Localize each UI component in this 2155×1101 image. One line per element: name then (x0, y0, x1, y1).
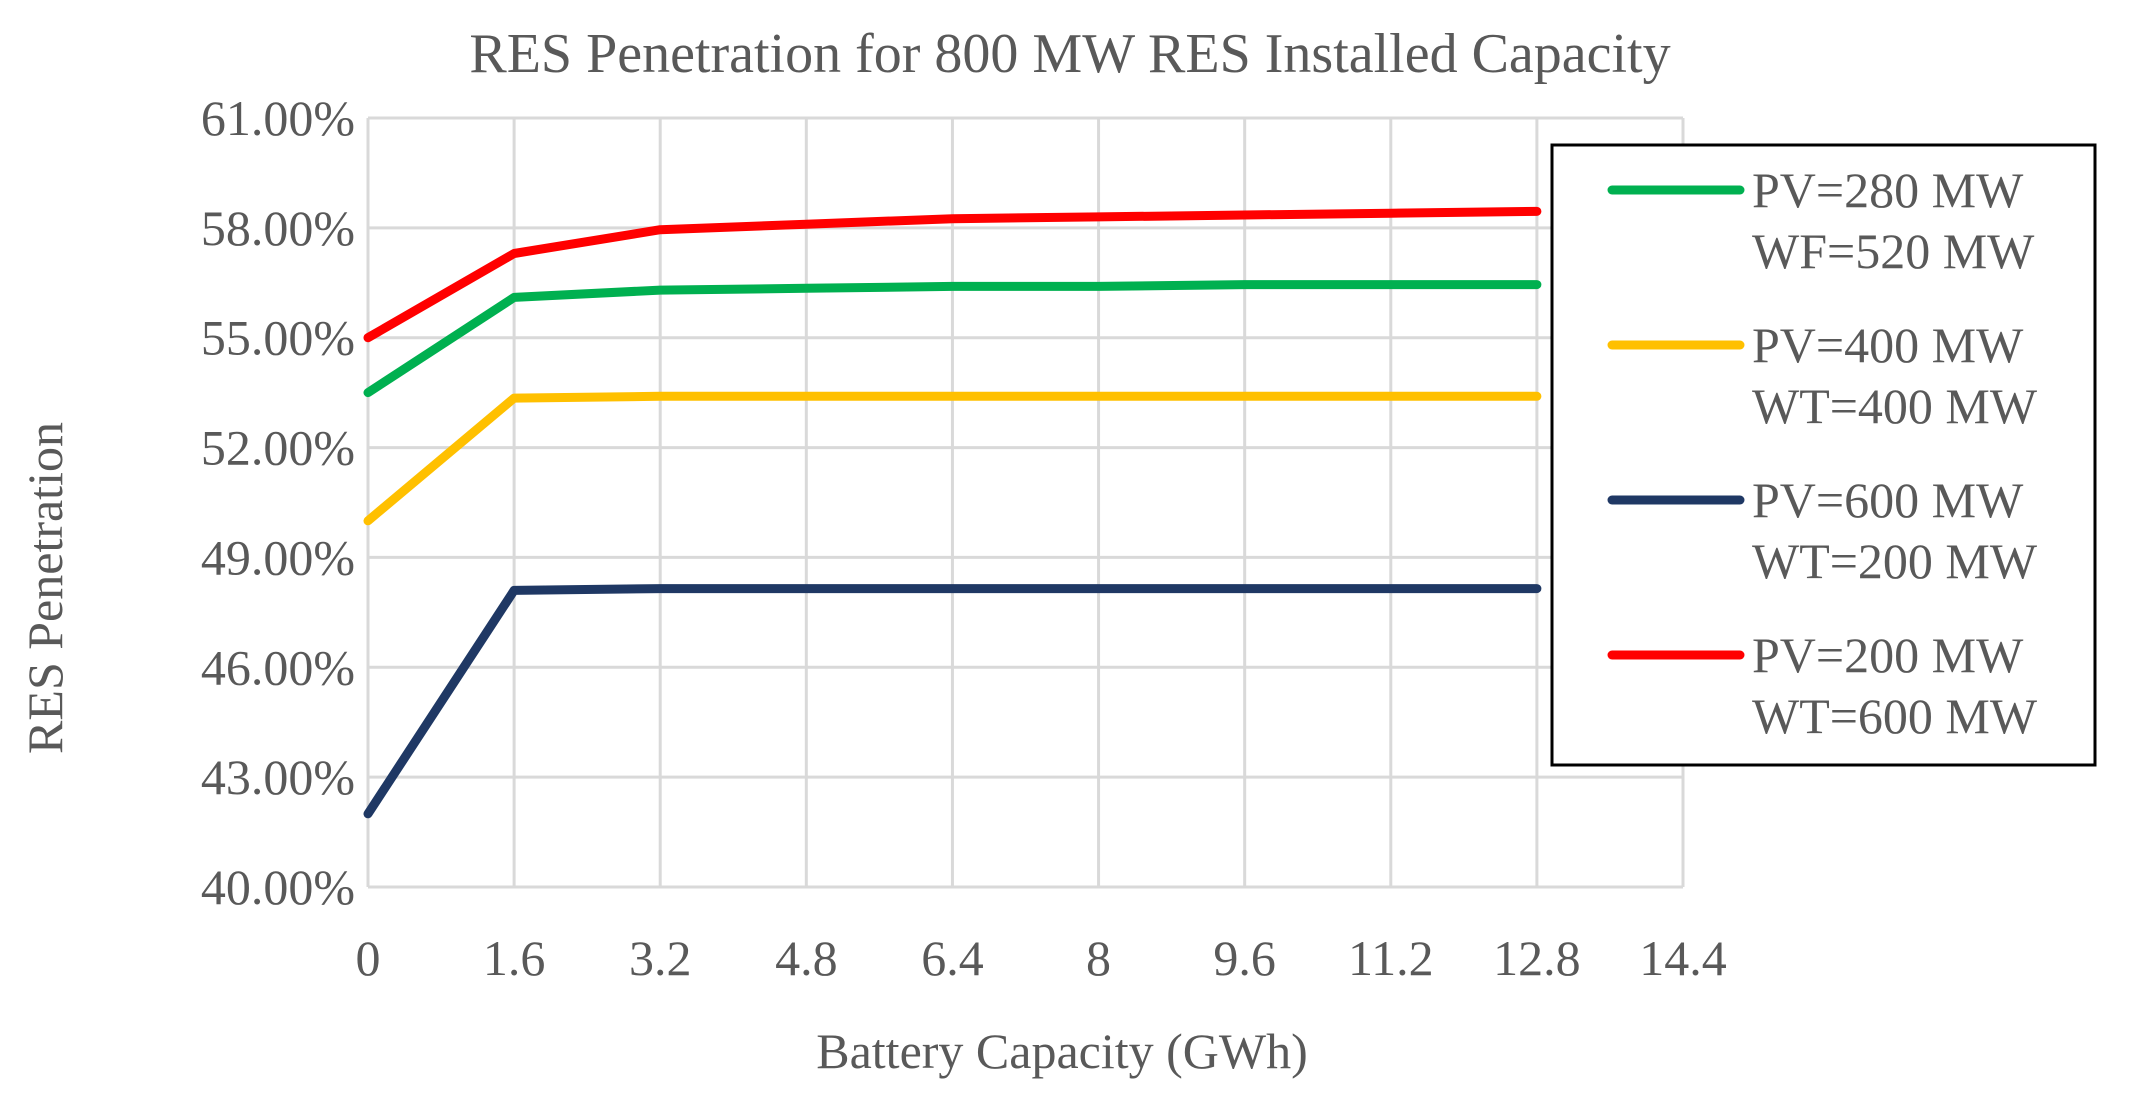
x-tick-label: 6.4 (921, 930, 984, 986)
y-tick-label: 61.00% (201, 90, 355, 146)
legend-label-4-line-1: PV=200 MW (1752, 627, 2024, 683)
grid-vertical-lines (366, 118, 1685, 887)
legend-label-1-line-2: WF=520 MW (1752, 223, 2035, 279)
y-tick-label: 52.00% (201, 420, 355, 476)
legend-label-4-line-2: WT=600 MW (1752, 688, 2038, 744)
series-layer (363, 206, 1542, 819)
x-tick-label: 4.8 (775, 930, 838, 986)
x-tick-label: 0 (356, 930, 381, 986)
x-tick-label: 3.2 (629, 930, 692, 986)
x-axis-label: Battery Capacity (GWh) (816, 1023, 1307, 1079)
y-tick-label: 49.00% (201, 529, 355, 585)
series-line-2 (363, 391, 1542, 526)
grid-horizontal-lines (368, 116, 1683, 889)
y-tick-labels: 40.00% 43.00% 46.00% 49.00% 52.00% 55.00% 58.0… (201, 90, 355, 915)
x-tick-label: 9.6 (1213, 930, 1276, 986)
x-tick-label: 12.8 (1493, 930, 1581, 986)
legend-label-3-line-2: WT=200 MW (1752, 533, 2038, 589)
x-tick-label: 11.2 (1348, 930, 1434, 986)
series-line-3 (363, 584, 1542, 819)
y-tick-label: 58.00% (201, 200, 355, 256)
series-line-4 (363, 206, 1542, 343)
x-tick-label: 14.4 (1639, 930, 1727, 986)
legend-label-1-line-1: PV=280 MW (1752, 162, 2024, 218)
legend-label-2-line-2: WT=400 MW (1752, 378, 2038, 434)
y-tick-label: 40.00% (201, 859, 355, 915)
y-tick-label: 43.00% (201, 749, 355, 805)
y-axis-label: RES Penetration (17, 422, 73, 754)
x-tick-label: 8 (1086, 930, 1111, 986)
x-tick-labels: 0 1.6 3.2 4.8 6.4 8 9.6 11.2 12.8 14.4 (356, 930, 1727, 986)
chart-title: RES Penetration for 800 MW RES Installed… (469, 23, 1670, 85)
legend-box (1550, 143, 2097, 767)
legend-label-3-line-1: PV=600 MW (1752, 472, 2024, 528)
legend-label-2-line-1: PV=400 MW (1752, 317, 2024, 373)
series-line-1 (363, 280, 1542, 398)
y-tick-label: 55.00% (201, 310, 355, 366)
x-tick-label: 1.6 (483, 930, 546, 986)
y-tick-label: 46.00% (201, 639, 355, 695)
